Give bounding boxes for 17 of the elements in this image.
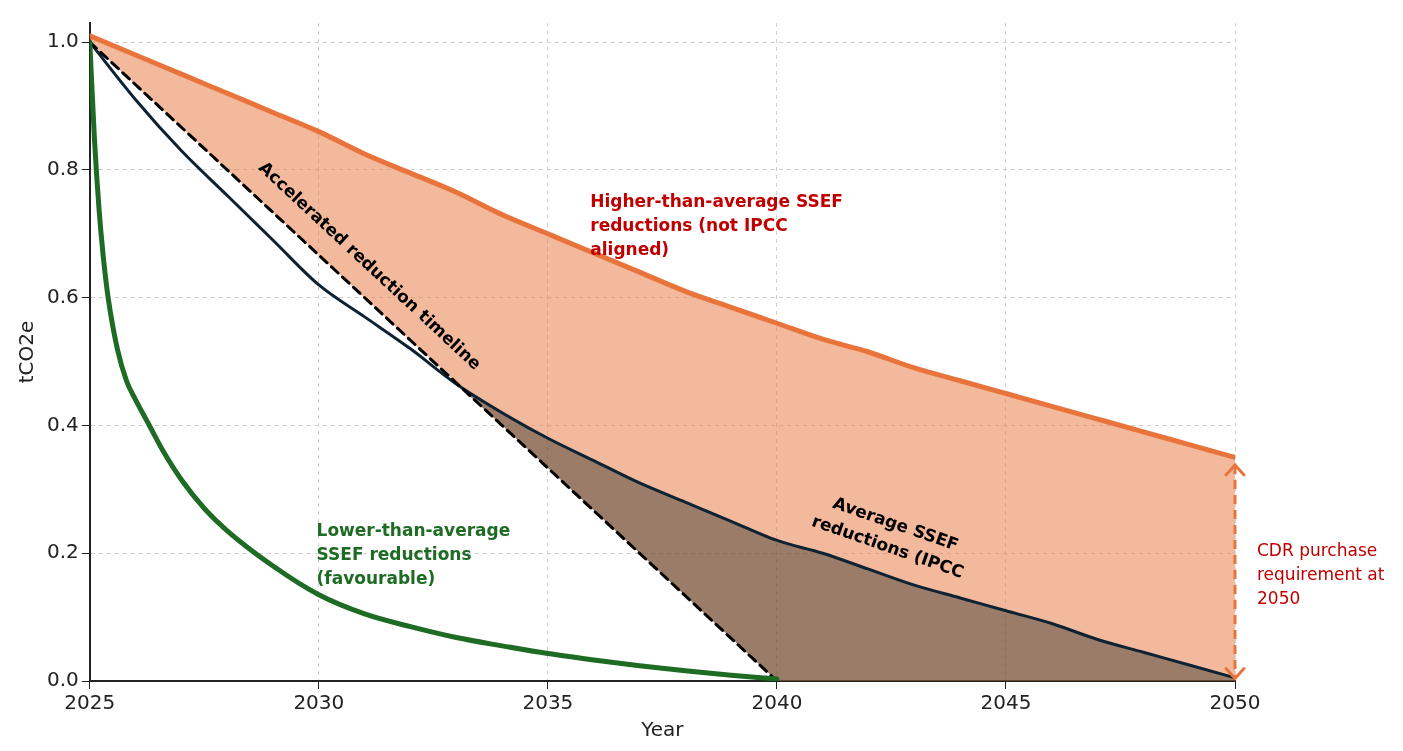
x-tick-label: 2025 — [64, 690, 116, 715]
y-tick-label: 0.8 — [46, 156, 79, 181]
x-tick-label: 2045 — [980, 690, 1032, 715]
annotation: Higher-than-average SSEF reductions (not IPCC aligned) — [590, 191, 843, 259]
y-tick-label: 0.4 — [46, 411, 79, 436]
y-tick-label: 0.6 — [46, 283, 79, 308]
y-tick-label: 0.0 — [46, 667, 79, 692]
y-tick-label: 1.0 — [46, 28, 79, 53]
x-tick-label: 2050 — [1209, 690, 1261, 715]
x-tick-label: 2040 — [751, 690, 803, 715]
y-axis-title: tCO2e — [14, 320, 39, 384]
x-axis-title: Year — [640, 717, 685, 742]
x-tick-label: 2035 — [522, 690, 574, 715]
x-tick-label: 2030 — [293, 690, 345, 715]
annotation: Lower-than-average SSEF reductions (favourable) — [316, 520, 511, 588]
y-tick-label: 0.2 — [46, 539, 79, 564]
text: CDR purchase requirement at 2050 — [1257, 539, 1385, 608]
